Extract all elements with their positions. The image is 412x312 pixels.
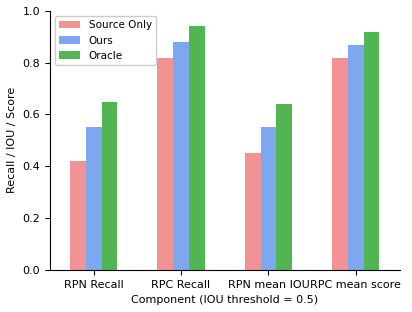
Y-axis label: Recall / IOU / Score: Recall / IOU / Score (7, 87, 17, 193)
Bar (157, 57, 173, 270)
Bar (332, 57, 348, 270)
Bar (173, 42, 189, 270)
Bar (70, 161, 86, 270)
Bar (348, 45, 364, 270)
Bar (86, 127, 101, 270)
Bar (245, 153, 260, 270)
X-axis label: Component (IOU threshold = 0.5): Component (IOU threshold = 0.5) (131, 295, 318, 305)
Legend: Source Only, Ours, Oracle: Source Only, Ours, Oracle (55, 16, 156, 65)
Bar (101, 101, 117, 270)
Bar (276, 104, 292, 270)
Bar (364, 32, 379, 270)
Bar (189, 27, 205, 270)
Bar (260, 127, 276, 270)
